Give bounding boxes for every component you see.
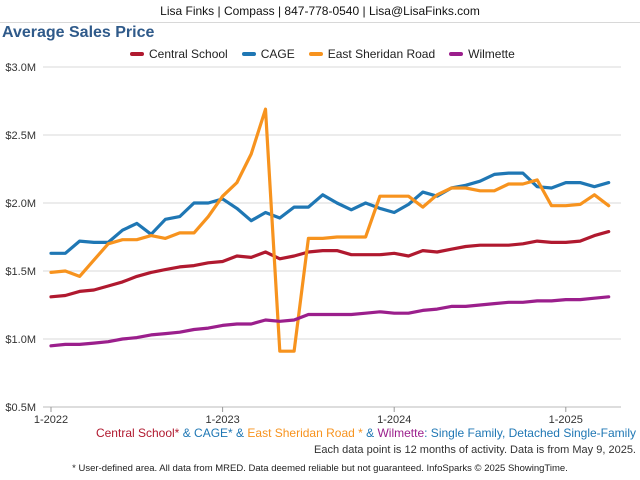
header-text: Lisa Finks | Compass | 847-778-0540 | Li… xyxy=(160,4,480,18)
chart-title: Average Sales Price xyxy=(2,24,155,41)
chart-legend: Central School CAGE East Sheridan Road Wilm… xyxy=(130,46,529,62)
y-tick-label: $3.0M xyxy=(5,62,36,74)
caption-part: East Sheridan Road * xyxy=(247,426,363,440)
series-line-wilmette xyxy=(49,295,611,348)
y-tick-label: $1.5M xyxy=(5,266,36,278)
caption-part: Wilmette xyxy=(377,426,425,440)
footer-disclaimer: * User-defined area. All data from MRED.… xyxy=(72,463,568,474)
legend-item-central-school: Central School xyxy=(130,47,228,61)
x-tick-label: 1-2024 xyxy=(377,414,411,426)
caption-part: & xyxy=(179,426,195,440)
header-bar: Lisa Finks | Compass | 847-778-0540 | Li… xyxy=(0,0,640,23)
legend-item-wilmette: Wilmette xyxy=(449,47,515,61)
caption-part: & xyxy=(232,426,248,440)
chart-note: Each data point is 12 months of activity… xyxy=(313,444,636,456)
x-tick-label: 1-2025 xyxy=(549,414,583,426)
legend-item-cage: CAGE xyxy=(241,47,295,61)
y-tick-label: $1.0M xyxy=(5,334,36,346)
x-tick-label: 1-2023 xyxy=(205,414,239,426)
y-tick-label: $2.5M xyxy=(5,130,36,142)
y-tick-label: $0.5M xyxy=(5,402,36,414)
legend-label: Wilmette xyxy=(468,47,515,61)
y-tick-label: $2.0M xyxy=(5,198,36,210)
legend-swatch xyxy=(130,52,144,56)
series-line-cage xyxy=(49,171,611,255)
legend-item-east-sheridan-road: East Sheridan Road xyxy=(308,47,436,61)
caption-part: : Single Family, Detached Single-Family xyxy=(424,426,636,440)
series-line-east-sheridan-road xyxy=(49,107,611,353)
legend-label: Central School xyxy=(149,47,228,61)
legend-swatch xyxy=(449,52,464,56)
caption-part: CAGE* xyxy=(194,426,233,440)
legend-label: CAGE xyxy=(260,47,295,61)
legend-label: East Sheridan Road xyxy=(327,47,436,61)
caption-part: & xyxy=(362,426,378,440)
x-tick-label: 1-2022 xyxy=(34,414,68,426)
series-line-central-school xyxy=(49,230,611,299)
legend-swatch xyxy=(308,52,323,56)
chart-caption: Central School* & CAGE* & East Sheridan … xyxy=(0,426,636,441)
caption-part: Central School* xyxy=(95,426,180,440)
legend-swatch xyxy=(241,52,256,56)
